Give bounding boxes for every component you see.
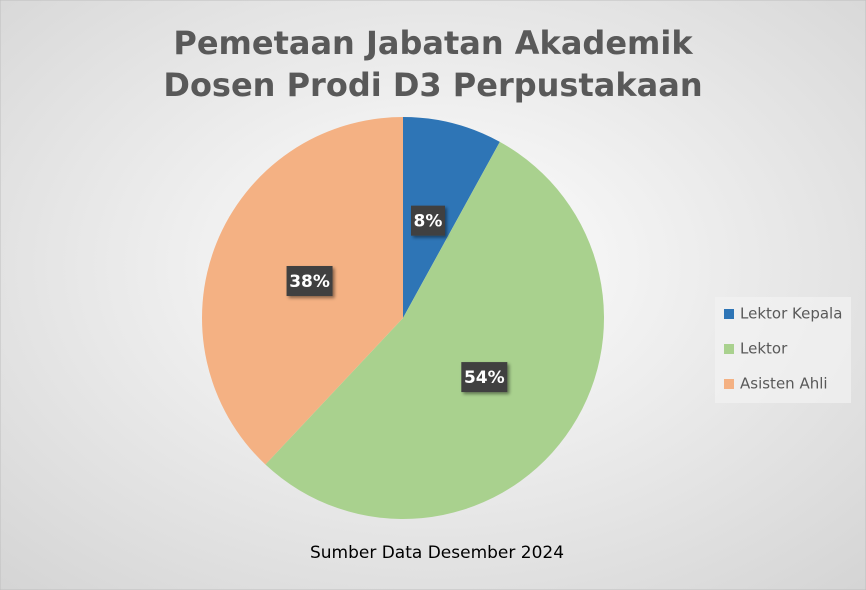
legend-label: Lektor Kepala bbox=[740, 305, 842, 323]
data-label-box bbox=[286, 266, 333, 297]
chart-title: Dosen Prodi D3 Perpustakaan bbox=[163, 66, 702, 104]
legend-label: Asisten Ahli bbox=[740, 375, 828, 393]
pie-slice bbox=[403, 117, 500, 318]
legend-swatch bbox=[724, 344, 734, 354]
legend-label: Lektor bbox=[740, 340, 788, 358]
legend-box bbox=[715, 297, 851, 403]
data-label-box bbox=[410, 205, 445, 236]
legend-swatch bbox=[724, 379, 734, 389]
pie-slice bbox=[265, 141, 604, 519]
data-label: 38% bbox=[289, 272, 330, 292]
data-label-box bbox=[461, 362, 508, 393]
data-label: 8% bbox=[414, 212, 443, 232]
legend-swatch bbox=[724, 309, 734, 319]
caption: Sumber Data Desember 2024 bbox=[310, 543, 564, 563]
data-label: 54% bbox=[464, 368, 505, 388]
chart-title: Pemetaan Jabatan Akademik bbox=[173, 24, 693, 62]
